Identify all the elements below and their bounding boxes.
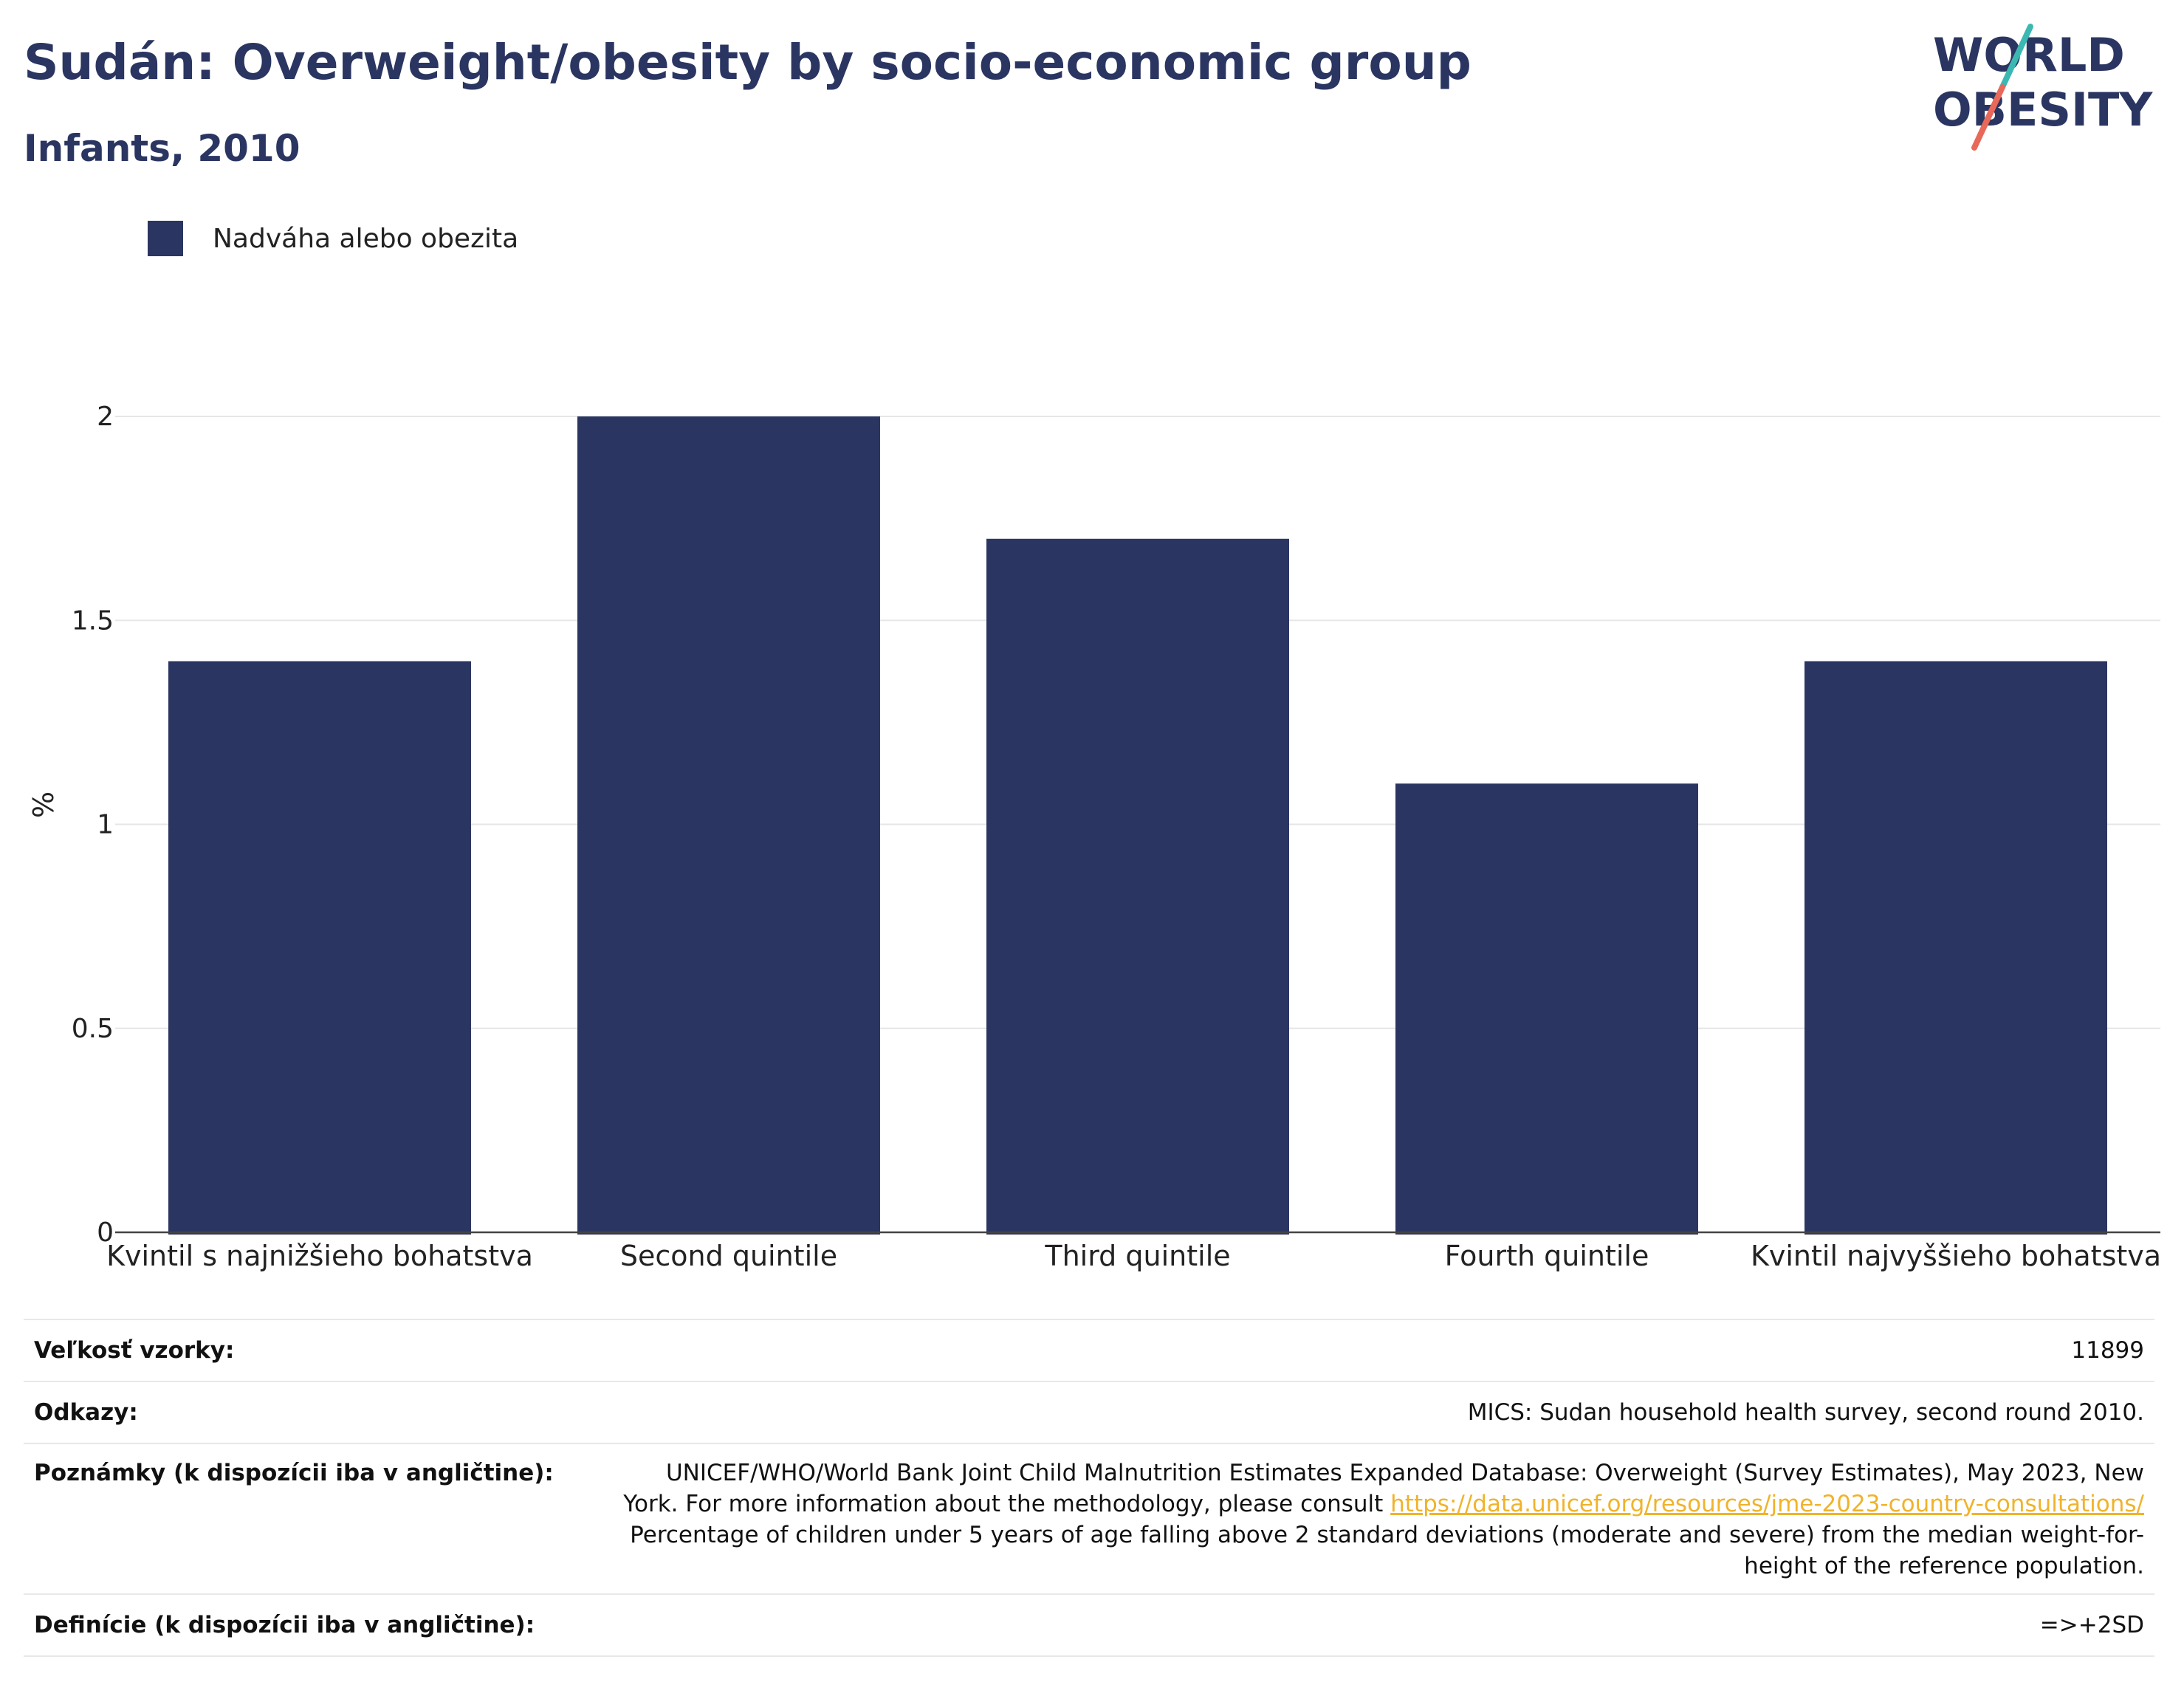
legend: Nadváha alebo obezita (148, 220, 518, 257)
logo-line1: WORLD (1933, 28, 2125, 82)
bar[interactable] (1804, 661, 2107, 1235)
logo-slash-top (1999, 24, 2033, 90)
x-category-label: Kvintil najvyššieho bohatstva (1751, 1240, 2161, 1272)
definitions-value: =>+2SD (2039, 1612, 2144, 1638)
bars (168, 416, 2107, 1235)
x-category-labels: Kvintil s najnižšieho bohatstva Second qu… (106, 1240, 2161, 1272)
y-tick-label: 1 (97, 810, 114, 840)
bar[interactable] (1395, 783, 1698, 1235)
notes-label: Poznámky (k dispozícii iba v angličtine)… (34, 1460, 554, 1486)
x-category-label: Third quintile (1044, 1240, 1230, 1272)
y-tick-label: 2 (97, 402, 114, 432)
legend-label: Nadváha alebo obezita (213, 223, 519, 254)
x-category-label: Kvintil s najnižšieho bohatstva (106, 1240, 533, 1272)
chart-subtitle: Infants, 2010 (24, 127, 301, 170)
bar[interactable] (577, 416, 880, 1235)
meta-row-notes: Poznámky (k dispozícii iba v angličtine)… (24, 1443, 2154, 1593)
sample-size-label: Veľkosť vzorky: (34, 1337, 235, 1364)
notes-text-after: Percentage of children under 5 years of … (630, 1522, 2144, 1579)
logo-line2: OBESITY (1933, 83, 2153, 137)
bar[interactable] (168, 661, 471, 1235)
y-tick-labels: 0 0.5 1 1.5 2 (72, 402, 114, 1248)
x-category-label: Fourth quintile (1445, 1240, 1649, 1272)
notes-value: UNICEF/WHO/World Bank Joint Child Malnut… (623, 1458, 2144, 1582)
metadata-table: Veľkosť vzorky: 11899 Odkazy: MICS: Suda… (24, 1319, 2154, 1657)
definitions-label: Definície (k dispozícii iba v angličtine… (34, 1612, 535, 1638)
references-value: MICS: Sudan household health survey, sec… (1467, 1399, 2144, 1426)
notes-link[interactable]: https://data.unicef.org/resources/jme-20… (1390, 1491, 2144, 1517)
notes-text-before: UNICEF/WHO/World Bank Joint Child Malnut… (623, 1460, 2144, 1517)
sample-size-value: 11899 (2071, 1337, 2144, 1364)
y-tick-label: 1.5 (72, 605, 114, 636)
meta-row-definitions: Definície (k dispozícii iba v angličtine… (24, 1593, 2154, 1657)
meta-row-references: Odkazy: MICS: Sudan household health sur… (24, 1381, 2154, 1443)
y-axis-title: % (27, 792, 60, 818)
meta-row-sample-size: Veľkosť vzorky: 11899 (24, 1319, 2154, 1381)
bar[interactable] (986, 538, 1289, 1235)
logo-slash-bottom (1971, 84, 2005, 151)
legend-swatch (148, 221, 183, 256)
chart-title: Sudán: Overweight/obesity by socio-econo… (24, 34, 1472, 91)
references-label: Odkazy: (34, 1399, 138, 1426)
y-tick-label: 0 (97, 1218, 114, 1248)
world-obesity-logo: WORLD OBESITY (1933, 24, 2153, 151)
bar-chart: 0 0.5 1 1.5 2 Kvintil s najnižšieho bohatstv… (27, 402, 2161, 1272)
x-category-label: Second quintile (620, 1240, 837, 1272)
y-tick-label: 0.5 (72, 1014, 114, 1044)
